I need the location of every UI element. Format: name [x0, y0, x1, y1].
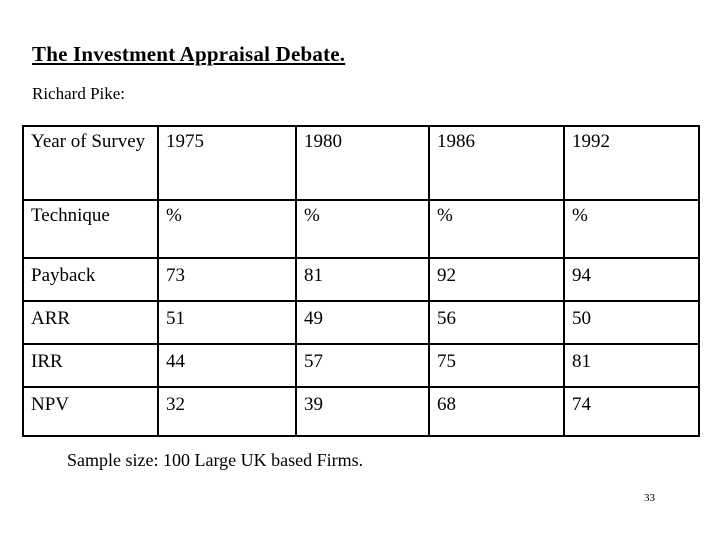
value-cell: 56 — [428, 300, 565, 345]
value-cell: 57 — [295, 343, 430, 388]
value-cell: 81 — [295, 257, 430, 302]
unit-cell: % — [295, 199, 430, 259]
survey-table: Year of Survey 1975 1980 1986 1992 Techn… — [22, 125, 700, 437]
table-row-years: Year of Survey 1975 1980 1986 1992 — [22, 125, 700, 201]
table-row-arr: ARR 51 49 56 50 — [22, 300, 700, 345]
value-cell: 75 — [428, 343, 565, 388]
value-cell: 44 — [157, 343, 297, 388]
value-cell: 51 — [157, 300, 297, 345]
value-cell: 74 — [563, 386, 700, 437]
year-cell: 1986 — [428, 125, 565, 201]
slide-page-number: 33 — [644, 492, 655, 504]
row-header-technique: Technique — [22, 199, 159, 259]
row-header-year-of-survey: Year of Survey — [22, 125, 159, 201]
technique-label: Payback — [22, 257, 159, 302]
table-row-irr: IRR 44 57 75 81 — [22, 343, 700, 388]
value-cell: 32 — [157, 386, 297, 437]
value-cell: 73 — [157, 257, 297, 302]
value-cell: 94 — [563, 257, 700, 302]
table-row-npv: NPV 32 39 68 74 — [22, 386, 700, 437]
value-cell: 81 — [563, 343, 700, 388]
technique-label: ARR — [22, 300, 159, 345]
unit-cell: % — [563, 199, 700, 259]
year-cell: 1980 — [295, 125, 430, 201]
sample-size-note: Sample size: 100 Large UK based Firms. — [67, 450, 364, 470]
value-cell: 50 — [563, 300, 700, 345]
value-cell: 92 — [428, 257, 565, 302]
table-row-technique-units: Technique % % % % — [22, 199, 700, 259]
unit-cell: % — [157, 199, 297, 259]
technique-label: NPV — [22, 386, 159, 437]
technique-label: IRR — [22, 343, 159, 388]
value-cell: 68 — [428, 386, 565, 437]
table-row-payback: Payback 73 81 92 94 — [22, 257, 700, 302]
value-cell: 39 — [295, 386, 430, 437]
subtitle-author: Richard Pike: — [32, 84, 126, 103]
unit-cell: % — [428, 199, 565, 259]
year-cell: 1992 — [563, 125, 700, 201]
page-title: The Investment Appraisal Debate. — [32, 42, 346, 66]
year-cell: 1975 — [157, 125, 297, 201]
value-cell: 49 — [295, 300, 430, 345]
